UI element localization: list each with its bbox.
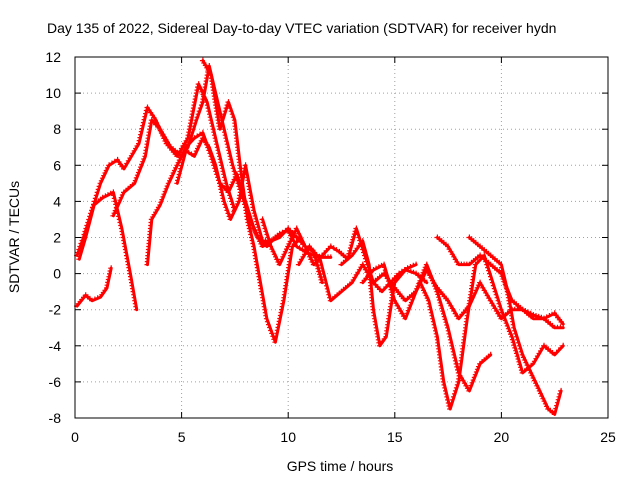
chart-title: Day 135 of 2022, Sidereal Day-to-day VTE… [47, 20, 556, 36]
y-tick-label: 4 [53, 193, 61, 209]
sat-trace-14 [466, 234, 563, 416]
plus-markers [417, 252, 564, 410]
sat-trace-1 [74, 81, 237, 257]
sat-trace-10 [338, 238, 429, 348]
y-tick-label: -8 [49, 410, 62, 426]
x-tick-label: 0 [71, 429, 79, 445]
sat-trace-2 [76, 189, 139, 312]
y-tick-label: 6 [53, 157, 61, 173]
x-tick-label: 20 [494, 429, 510, 445]
trace-line [75, 82, 237, 257]
y-tick-label: 10 [45, 85, 61, 101]
data-traces [74, 57, 565, 416]
sat-trace-3 [74, 265, 113, 308]
y-tick-label: -4 [49, 338, 62, 354]
y-tick-label: 8 [53, 121, 61, 137]
axis-ticks: 0 5 10 15 20 25 -8 -6 -4 -2 0 2 4 6 8 10 12 [45, 49, 616, 445]
x-tick-label: 15 [387, 429, 403, 445]
sat-trace-7 [199, 57, 303, 344]
y-tick-label: 0 [53, 266, 61, 282]
y-tick-label: -2 [49, 302, 62, 318]
trace-line [75, 266, 113, 308]
plus-markers [74, 265, 112, 307]
plus-markers [466, 234, 562, 415]
x-tick-label: 10 [280, 429, 296, 445]
plus-markers [199, 57, 302, 343]
plus-markers [76, 189, 138, 311]
sat-trace-12 [417, 252, 565, 411]
x-tick-label: 5 [178, 429, 186, 445]
y-tick-label: -6 [49, 374, 62, 390]
trace-line [467, 236, 563, 416]
plus-markers [359, 261, 564, 325]
y-tick-label: 12 [45, 49, 61, 65]
y-tick-label: 2 [53, 230, 61, 246]
x-tick-label: 25 [600, 429, 616, 445]
y-axis-title: SDTVAR / TECUs [6, 181, 22, 293]
sat-trace-8 [259, 216, 418, 294]
trace-line [77, 190, 139, 312]
x-axis-title: GPS time / hours [287, 458, 394, 474]
plus-markers [259, 216, 417, 293]
plus-markers [74, 81, 236, 257]
